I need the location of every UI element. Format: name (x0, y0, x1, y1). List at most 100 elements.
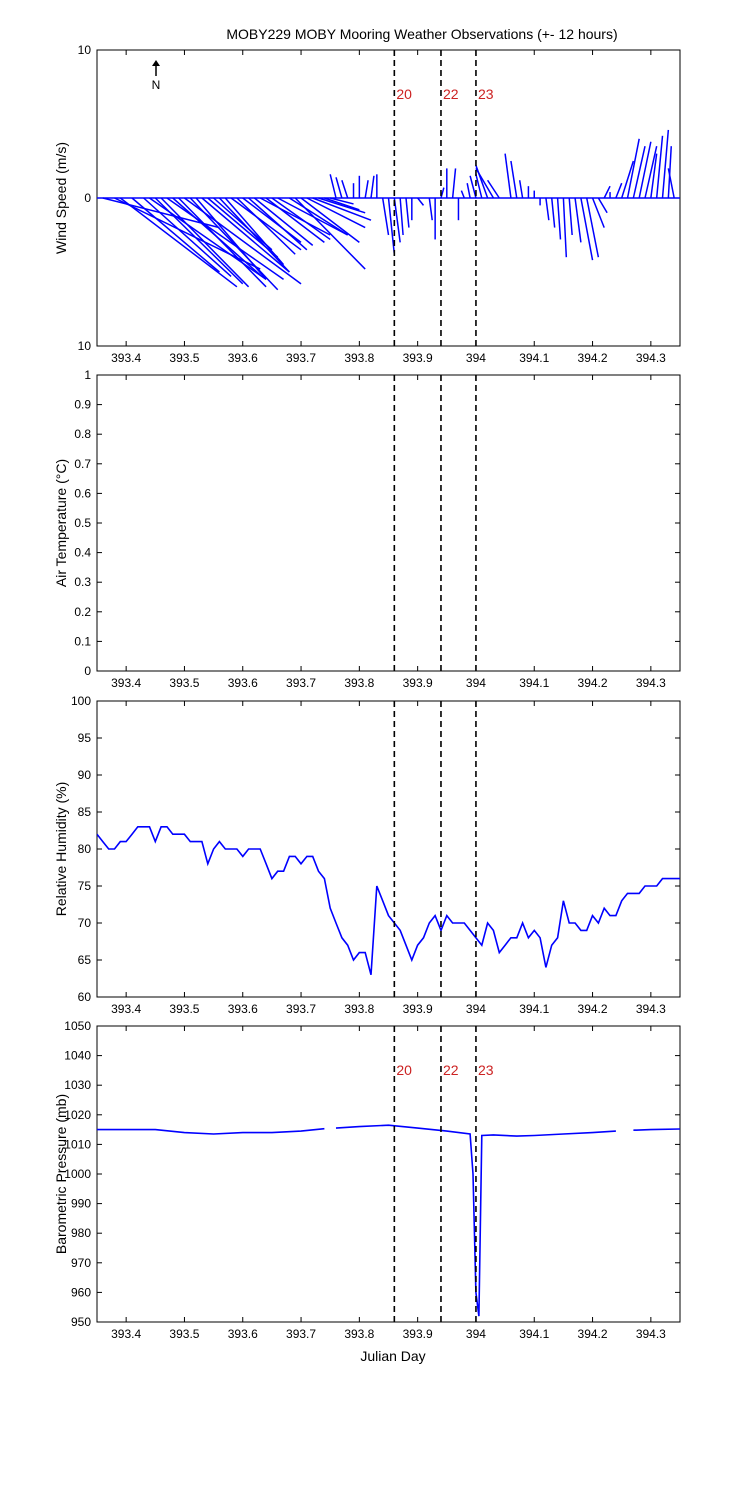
y-tick-label: 0.7 (74, 457, 91, 471)
y-tick-label: 75 (78, 879, 92, 893)
x-tick-label: 394.2 (578, 676, 608, 690)
x-tick-label: 393.6 (228, 351, 258, 365)
wind-stick (393, 197, 401, 243)
panel-2: 393.4 393.5 393.6 393.7 393.8 393.9 394 394.1 39… (53, 368, 681, 690)
data-layer (97, 129, 680, 291)
x-tick-label: 393.6 (228, 1327, 258, 1341)
event-marker-label: 20 (396, 86, 412, 102)
y-tick-label: 10 (78, 43, 92, 57)
wind-stick (370, 175, 375, 199)
wind-stick (160, 197, 250, 288)
x-tick-label: 393.9 (403, 1002, 433, 1016)
panel-1: 393.4 393.5 393.6 393.7 393.8 393.9 394 394.1 39… (53, 43, 681, 365)
x-tick-label: 394.1 (519, 351, 549, 365)
x-tick-label: 393.9 (403, 351, 433, 365)
wind-stick (218, 197, 290, 273)
plot-frame (96, 700, 681, 998)
wind-stick (230, 197, 302, 251)
wind-stick (475, 168, 495, 199)
event-marker-label: 20 (396, 1062, 412, 1078)
event-marker-label: 23 (478, 86, 494, 102)
y-tick-label: 0.3 (74, 575, 91, 589)
wind-stick (428, 197, 433, 221)
wind-stick (545, 197, 550, 221)
y-tick-label: 950 (71, 1315, 91, 1329)
wind-stick (201, 197, 290, 273)
north-arrow-icon (152, 60, 160, 76)
x-tick-label: 394.2 (578, 1327, 608, 1341)
wind-stick (306, 197, 366, 229)
y-tick-label: 60 (78, 990, 92, 1004)
wind-stick (236, 197, 296, 255)
wind-stick (381, 197, 390, 236)
x-tick-label: 393.7 (286, 1327, 316, 1341)
wind-stick (178, 197, 267, 288)
x-tick-label: 394.3 (636, 351, 666, 365)
wind-stick (603, 185, 611, 199)
wind-stick (591, 197, 605, 228)
wind-stick (615, 182, 623, 199)
wind-stick (294, 197, 366, 270)
x-tick-label: 394.1 (519, 1327, 549, 1341)
x-tick-label: 393.5 (169, 351, 199, 365)
plot-frame (96, 374, 681, 672)
y-tick-label: 70 (78, 916, 92, 930)
wind-stick (405, 197, 410, 228)
x-tick-label: 393.5 (169, 1327, 199, 1341)
wind-stick (143, 197, 232, 277)
y-tick-label: 1020 (64, 1108, 91, 1122)
y-tick-label: 95 (78, 731, 92, 745)
wind-stick (626, 138, 640, 199)
wind-stick (329, 174, 337, 199)
y-axis-title: Relative Humidity (%) (53, 782, 69, 917)
wind-stick (259, 197, 331, 236)
x-tick-label: 393.9 (403, 1327, 433, 1341)
y-tick-label: 0.8 (74, 427, 91, 441)
x-tick-label: 394.3 (636, 1327, 666, 1341)
x-tick-label: 393.8 (344, 351, 374, 365)
x-tick-label: 393.9 (403, 676, 433, 690)
wind-stick (335, 177, 343, 199)
series-line (97, 825, 680, 976)
x-tick-label: 393.8 (344, 1002, 374, 1016)
wind-stick (189, 197, 279, 291)
y-tick-label: 1040 (64, 1049, 91, 1063)
x-tick-label: 393.8 (344, 676, 374, 690)
x-tick-label: 393.7 (286, 676, 316, 690)
x-tick-label: 394.1 (519, 676, 549, 690)
wind-stick (399, 197, 404, 236)
plot-frame (96, 1025, 681, 1323)
x-tick-label: 394.2 (578, 1002, 608, 1016)
wind-stick (580, 197, 594, 261)
wind-stick (300, 197, 360, 243)
y-tick-label: 980 (71, 1226, 91, 1240)
y-tick-label: 1010 (64, 1137, 91, 1151)
wind-stick (486, 179, 500, 199)
wind-stick (597, 197, 608, 214)
wind-stick (271, 197, 331, 241)
wind-stick (364, 180, 369, 199)
wind-stick (655, 135, 664, 199)
y-tick-label: 0 (84, 664, 91, 678)
y-tick-label: 970 (71, 1256, 91, 1270)
wind-stick (556, 197, 562, 240)
x-tick-label: 394.1 (519, 1002, 549, 1016)
wind-stick (330, 197, 354, 205)
wind-stick (475, 174, 483, 199)
series-line (633, 1128, 680, 1131)
wind-stick (440, 187, 445, 199)
x-tick-label: 394.3 (636, 1002, 666, 1016)
y-tick-label: 0.9 (74, 398, 91, 412)
wind-stick (460, 190, 465, 199)
wind-stick (341, 180, 349, 199)
y-tick-label: 1000 (64, 1167, 91, 1181)
wind-stick (585, 197, 600, 258)
y-tick-label: 1 (84, 368, 91, 382)
y-tick-label: 990 (71, 1197, 91, 1211)
wind-stick (318, 197, 366, 214)
x-tick-label: 393.4 (111, 351, 141, 365)
y-tick-label: 0.2 (74, 605, 91, 619)
wind-stick (510, 160, 518, 199)
y-tick-label: 1050 (64, 1019, 91, 1033)
